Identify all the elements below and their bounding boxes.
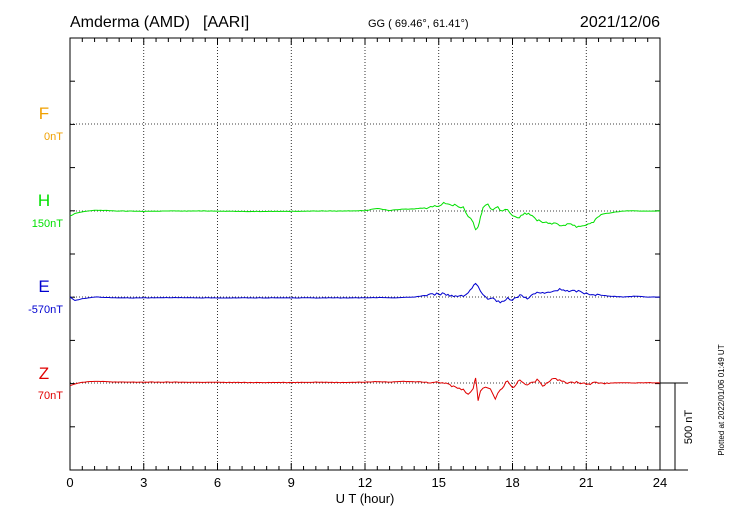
station-title: Amderma (AMD)	[70, 14, 190, 31]
series-labels: F 0nT H 150nT E -570nT Z 70nT	[28, 104, 63, 402]
series-baseline-e: -570nT	[28, 304, 63, 316]
x-tick-label: 0	[66, 475, 73, 490]
trace-z	[69, 377, 661, 401]
x-tick-label: 24	[653, 475, 667, 490]
traces	[69, 201, 661, 401]
x-tick-label: 3	[140, 475, 147, 490]
x-tick-label: 21	[579, 475, 593, 490]
coords-label: GG ( 69.46°, 61.41°)	[368, 18, 469, 30]
x-axis-ticks: 0 3 6 9 12 15 18 21 24	[66, 37, 667, 490]
trace-e	[69, 282, 661, 304]
series-name-f: F	[39, 104, 49, 123]
x-tick-label: 12	[358, 475, 372, 490]
series-name-e: E	[38, 277, 49, 296]
scale-bar: 500 nT	[660, 382, 695, 471]
source-title: [AARI]	[203, 14, 249, 31]
series-name-h: H	[38, 191, 50, 210]
date-label: 2021/12/06	[580, 14, 660, 31]
x-tick-label: 9	[288, 475, 295, 490]
scale-bar-label: 500 nT	[683, 410, 695, 445]
series-name-z: Z	[39, 364, 49, 383]
series-baseline-z: 70nT	[38, 390, 63, 402]
grid-lines	[70, 38, 660, 470]
series-baseline-f: 0nT	[44, 131, 63, 143]
x-tick-label: 6	[214, 475, 221, 490]
plotted-timestamp: Plotted at 2022/01/06 01:49 UT	[717, 344, 726, 455]
series-baseline-h: 150nT	[32, 218, 63, 230]
x-tick-label: 18	[505, 475, 519, 490]
trace-h	[69, 201, 661, 231]
x-axis-label: U T (hour)	[336, 491, 395, 506]
x-tick-label: 15	[432, 475, 446, 490]
